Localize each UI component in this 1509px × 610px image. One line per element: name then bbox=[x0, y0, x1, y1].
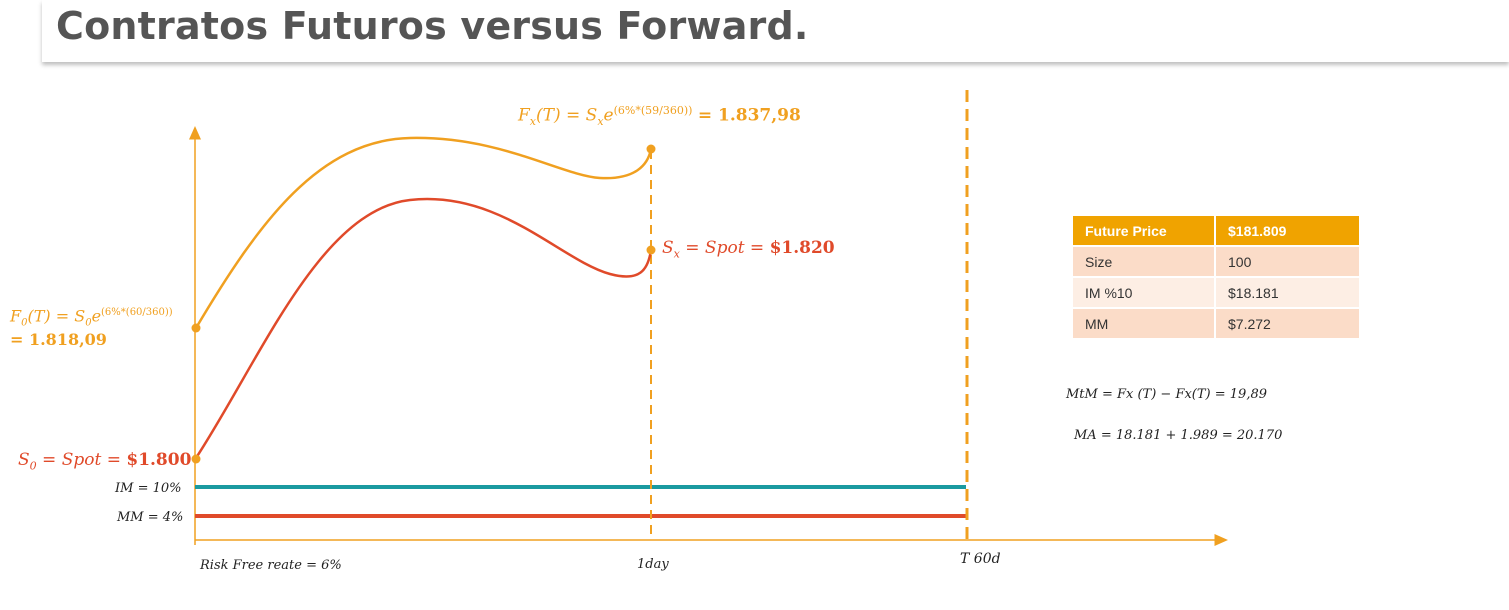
table-header-cell: Future Price bbox=[1073, 216, 1216, 247]
table-cell: Size bbox=[1073, 247, 1216, 278]
sx-label: Sx = Spot = $1.820 bbox=[662, 238, 835, 261]
table-header-row: Future Price $181.809 bbox=[1073, 216, 1361, 247]
im-label: IM = 10% bbox=[115, 481, 182, 496]
table-cell: MM bbox=[1073, 309, 1216, 340]
table-row: Size 100 bbox=[1073, 247, 1361, 278]
table-row: MM $7.272 bbox=[1073, 309, 1361, 340]
s0-label: S0 = Spot = $1.800 bbox=[18, 450, 192, 473]
f0-formula: F0(T) = S0e(6%*(60/360)) bbox=[10, 306, 173, 329]
f0-point bbox=[191, 323, 201, 333]
fx-point bbox=[646, 144, 656, 154]
mtm-formula: MtM = Fx (T) − Fx(T) = 19,89 bbox=[1066, 387, 1267, 402]
risk-free-label: Risk Free reate = 6% bbox=[200, 558, 342, 573]
table-cell: $18.181 bbox=[1216, 278, 1361, 309]
title-bar: Contratos Futuros versus Forward. bbox=[42, 0, 1509, 62]
mm-label: MM = 4% bbox=[117, 510, 184, 525]
table-cell: 100 bbox=[1216, 247, 1361, 278]
futures-price-curve bbox=[194, 136, 653, 329]
f0-value: = 1.818,09 bbox=[10, 330, 107, 349]
page-title: Contratos Futuros versus Forward. bbox=[56, 4, 809, 48]
table-cell: IM %10 bbox=[1073, 278, 1216, 309]
one-day-label: 1day bbox=[637, 557, 669, 572]
t60-label: T 60d bbox=[960, 551, 1001, 567]
futures-table: Future Price $181.809 Size 100 IM %10 $1… bbox=[1073, 216, 1361, 340]
spot-price-curve bbox=[194, 197, 653, 459]
ma-formula: MA = 18.181 + 1.989 = 20.170 bbox=[1074, 428, 1283, 443]
sx-point bbox=[646, 245, 656, 255]
table-header-cell: $181.809 bbox=[1216, 216, 1361, 247]
table-cell: $7.272 bbox=[1216, 309, 1361, 340]
s0-point bbox=[191, 454, 201, 464]
fx-formula: Fx(T) = Sxe(6%*(59/360)) = 1.837,98 bbox=[518, 104, 801, 129]
table-row: IM %10 $18.181 bbox=[1073, 278, 1361, 309]
